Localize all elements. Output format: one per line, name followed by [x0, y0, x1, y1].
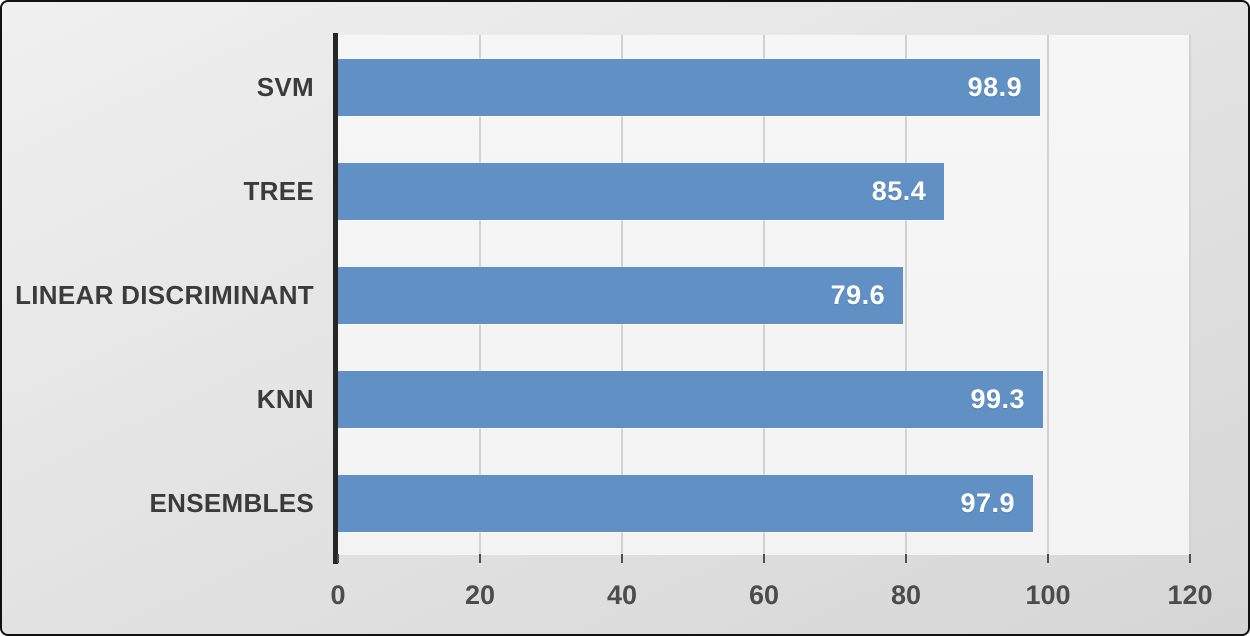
category-label-ensembles: ENSEMBLES [149, 487, 314, 518]
bar-value-label: 85.4 [871, 175, 927, 206]
x-tick-mark-120 [1189, 554, 1191, 563]
x-tick-label-80: 80 [890, 580, 922, 610]
gridline-80 [905, 35, 907, 555]
bar-linear-discriminant: 79.6 [338, 266, 904, 324]
x-tick-mark-0 [337, 554, 339, 563]
category-label-svm: SVM [256, 71, 314, 102]
x-tick-mark-100 [1047, 554, 1049, 563]
x-tick-label-60: 60 [748, 580, 780, 610]
x-tick-label-100: 100 [1025, 580, 1071, 610]
y-axis-line [333, 33, 338, 564]
gridline-120 [1189, 35, 1191, 555]
x-tick-mark-80 [905, 554, 907, 563]
x-tick-label-120: 120 [1167, 580, 1213, 610]
x-tick-label-0: 0 [330, 580, 346, 610]
x-tick-mark-60 [763, 554, 765, 563]
bar-value-label: 98.9 [967, 71, 1023, 102]
category-label-tree: TREE [243, 175, 314, 206]
gridline-100 [1047, 35, 1049, 555]
bar-value-label: 79.6 [830, 279, 886, 310]
category-label-knn: KNN [256, 383, 314, 414]
bar-tree: 85.4 [338, 162, 945, 220]
x-tick-mark-20 [479, 554, 481, 563]
bar-svm: 98.9 [338, 58, 1041, 116]
bar-value-label: 99.3 [970, 383, 1026, 414]
x-tick-label-20: 20 [464, 580, 496, 610]
bar-knn: 99.3 [338, 370, 1044, 428]
bar-ensembles: 97.9 [338, 474, 1034, 532]
category-label-linear-discriminant: LINEAR DISCRIMINANT [15, 279, 314, 310]
x-tick-label-40: 40 [606, 580, 638, 610]
x-tick-mark-40 [621, 554, 623, 563]
bar-value-label: 97.9 [960, 487, 1016, 518]
